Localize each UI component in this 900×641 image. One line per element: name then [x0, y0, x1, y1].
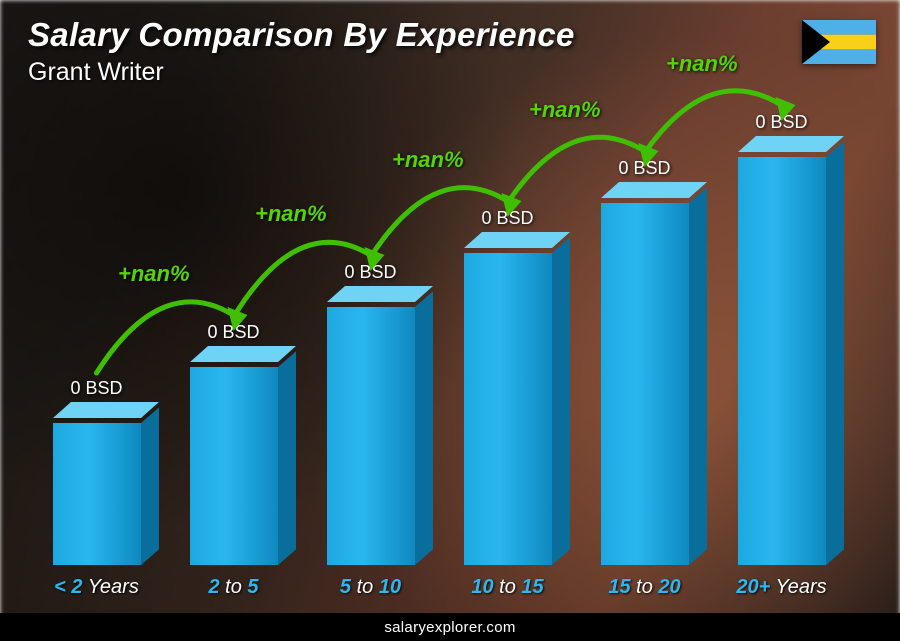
bar-front [190, 367, 278, 565]
bar-value-label: 0 BSD [755, 112, 807, 133]
delta-label: +nan% [118, 261, 190, 287]
bar [464, 253, 552, 565]
bar [53, 423, 141, 565]
bar-side [826, 141, 844, 565]
x-axis-label: 5 to 10 [302, 576, 439, 599]
delta-label: +nan% [666, 51, 738, 77]
bar-value-label: 0 BSD [618, 158, 670, 179]
chart-stage: Salary Comparison By Experience Grant Wr… [0, 0, 900, 641]
bar-slot: 0 BSD15 to 20 [576, 143, 713, 565]
delta-label: +nan% [255, 201, 327, 227]
x-axis-label: 10 to 15 [439, 576, 576, 599]
delta-label: +nan% [392, 147, 464, 173]
flag-icon [802, 20, 876, 64]
bar-slot: 0 BSD20+ Years [713, 97, 850, 565]
bar-side [278, 351, 296, 565]
bar-front [53, 423, 141, 565]
bar-value-label: 0 BSD [344, 262, 396, 283]
bar [738, 157, 826, 565]
bar-front [738, 157, 826, 565]
bar-top [464, 232, 570, 253]
bar-slot: 0 BSD< 2 Years [28, 363, 165, 565]
bar-top [327, 286, 433, 307]
bar-side [552, 237, 570, 565]
bar-top [190, 346, 296, 367]
bar-front [327, 307, 415, 565]
bar-chart: 0 BSD< 2 Years0 BSD2 to 50 BSD5 to 100 B… [28, 105, 852, 565]
bar-top [601, 182, 707, 203]
bar-top [53, 402, 159, 423]
page-title: Salary Comparison By Experience [28, 16, 575, 54]
x-axis-label: 20+ Years [713, 576, 850, 599]
x-axis-label: 15 to 20 [576, 576, 713, 599]
page-subtitle: Grant Writer [28, 58, 164, 87]
bar-front [464, 253, 552, 565]
bar-slot: 0 BSD2 to 5 [165, 307, 302, 565]
x-axis-label: 2 to 5 [165, 576, 302, 599]
bar-side [689, 187, 707, 565]
bar-slot: 0 BSD10 to 15 [439, 193, 576, 565]
bar [601, 203, 689, 565]
bar-side [415, 291, 433, 565]
bar [327, 307, 415, 565]
delta-label: +nan% [529, 97, 601, 123]
bar-value-label: 0 BSD [207, 322, 259, 343]
footer-bar: salaryexplorer.com [0, 613, 900, 641]
bar-slot: 0 BSD5 to 10 [302, 247, 439, 565]
bar-side [141, 407, 159, 565]
bar-top [738, 136, 844, 157]
x-axis-label: < 2 Years [28, 576, 165, 599]
bar-front [601, 203, 689, 565]
bar [190, 367, 278, 565]
bar-value-label: 0 BSD [70, 378, 122, 399]
footer-text: salaryexplorer.com [384, 619, 515, 636]
bar-value-label: 0 BSD [481, 208, 533, 229]
